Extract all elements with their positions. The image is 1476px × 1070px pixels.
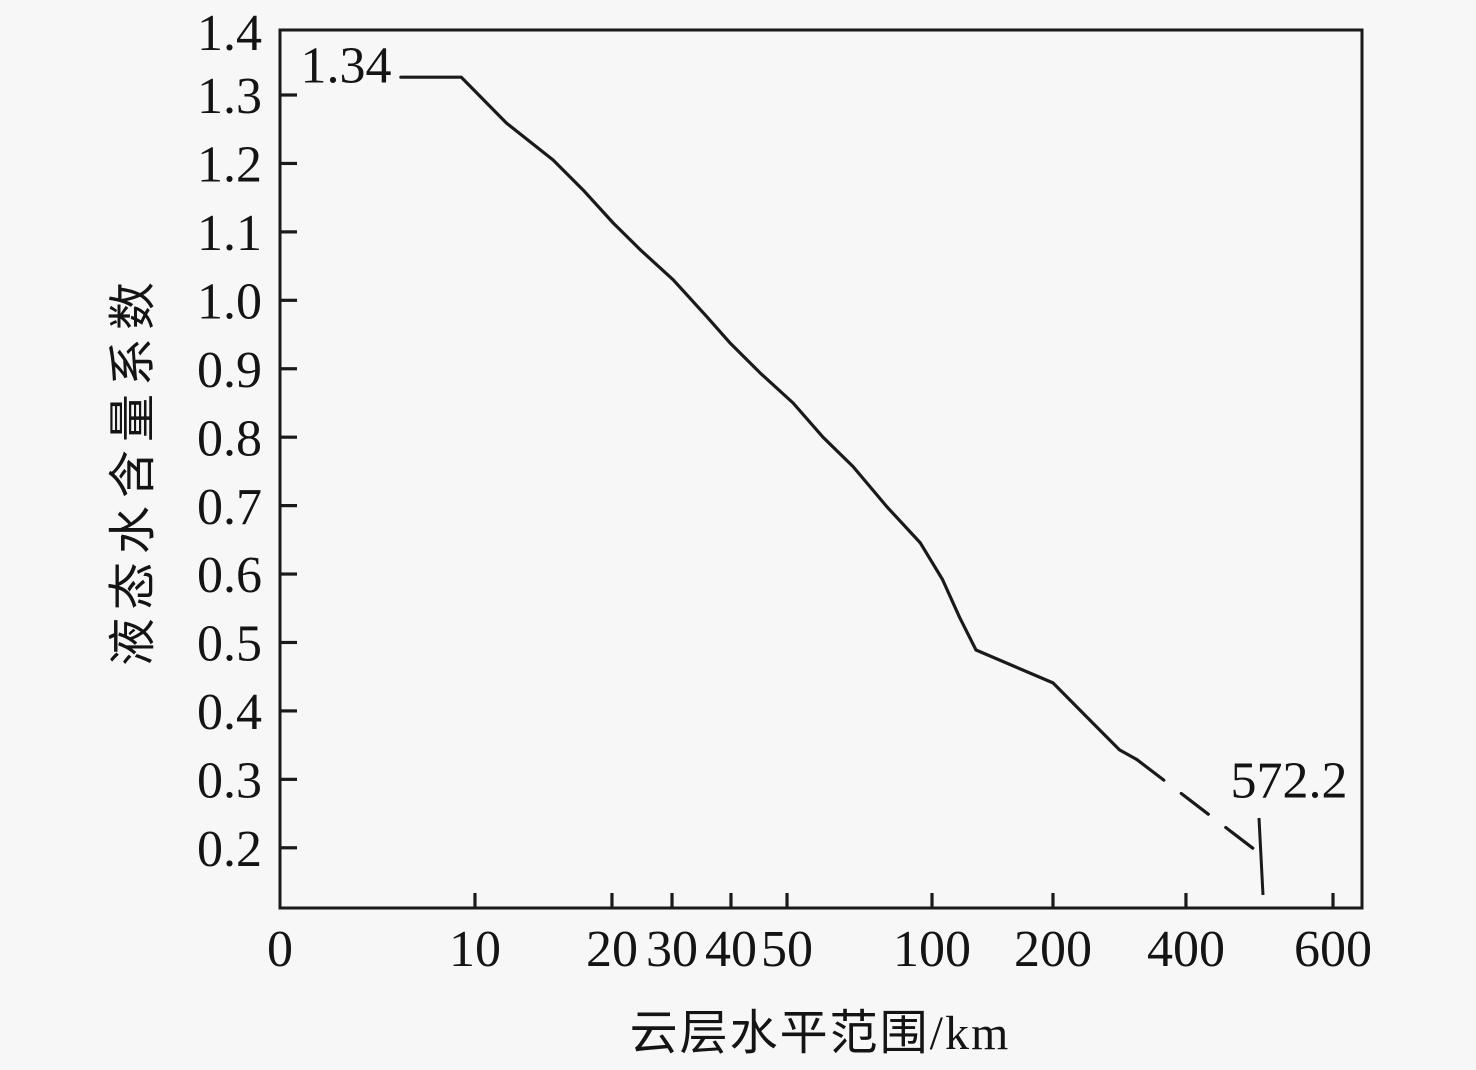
x-tick-label: 20 [586, 921, 638, 978]
y-tick-label: 1.2 [197, 137, 262, 194]
y-tick-label: 0.7 [197, 479, 262, 536]
x-tick-label: 40 [705, 921, 757, 978]
y-tick-label: 1.1 [197, 205, 262, 262]
plot-frame [278, 28, 1364, 910]
x-tick-label: 10 [449, 921, 501, 978]
y-axis-title: 液态水含量系数 [107, 273, 160, 667]
annotation-end-x-value: 572.2 [1230, 752, 1348, 810]
data-curve-solid [399, 75, 1139, 762]
y-tick-label: 0.8 [197, 410, 262, 467]
y-tick-label: 0.2 [197, 821, 262, 878]
y-tick-label: 0.5 [197, 616, 262, 673]
x-tick-label: 200 [1014, 921, 1092, 978]
annotation-start-value: 1.34 [300, 37, 392, 95]
x-axis-title: 云层水平范围/km [629, 1007, 1011, 1060]
x-tick-label: 600 [1294, 921, 1372, 978]
y-tick-label: 1.3 [197, 68, 262, 125]
x-tick-label: 0 [267, 921, 293, 978]
y-tick-label: 1.0 [197, 274, 262, 331]
x-tick-label: 400 [1147, 921, 1225, 978]
y-tick-label: 1.4 [197, 5, 262, 62]
y-tick-label: 0.9 [197, 342, 262, 399]
endpoint-marker-line [1257, 817, 1265, 896]
x-tick-label: 50 [761, 921, 813, 978]
data-curve-dashed [1135, 757, 1258, 853]
y-tick-label: 0.4 [197, 684, 262, 741]
y-tick-label: 0.6 [197, 547, 262, 604]
x-tick-label: 100 [893, 921, 971, 978]
x-tick-label: 30 [646, 921, 698, 978]
y-tick-label: 0.3 [197, 753, 262, 810]
